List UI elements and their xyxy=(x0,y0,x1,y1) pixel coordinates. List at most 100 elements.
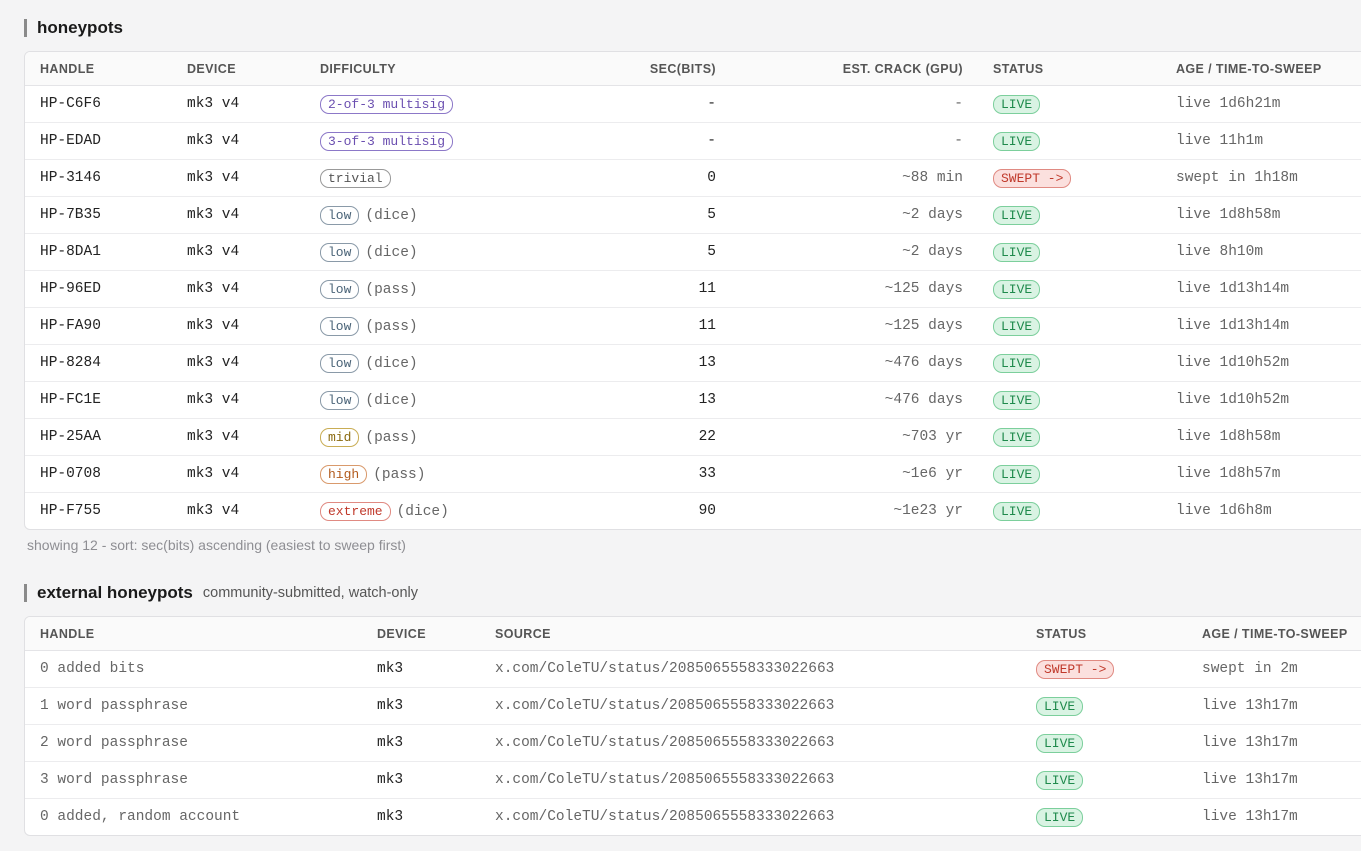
column-header-est-crack[interactable]: EST. CRACK (GPU) xyxy=(731,52,978,86)
table-row[interactable]: HP-F755 mk3 v4 extreme (dice) 90 ~1e23 yr LIVE… xyxy=(25,493,1361,530)
table-row[interactable]: HP-FC1E mk3 v4 low (dice) 13 ~476 days LIVE liv… xyxy=(25,381,1361,419)
status-badge-live: LIVE xyxy=(993,205,1041,225)
handle-cell: 0 added bits xyxy=(25,650,362,688)
column-header-age[interactable]: AGE / TIME-TO-SWEEP xyxy=(1187,617,1361,651)
status-badge-live: LIVE xyxy=(1036,733,1084,753)
sec-bits-cell: 5 xyxy=(595,196,731,234)
source-link[interactable]: x.com/ColeTU/status/2085065558333022663 xyxy=(480,724,1021,762)
device-cell: mk3 v4 xyxy=(172,344,305,382)
source-link[interactable]: x.com/ColeTU/status/2085065558333022663 xyxy=(480,761,1021,799)
column-header-handle[interactable]: HANDLE xyxy=(25,52,172,86)
column-header-handle[interactable]: HANDLE xyxy=(25,617,362,651)
age-cell: live 1d8h57m xyxy=(1161,455,1361,493)
sec-bits-cell: 13 xyxy=(595,381,731,419)
status-cell: LIVE xyxy=(1021,724,1187,762)
column-header-age[interactable]: AGE / TIME-TO-SWEEP xyxy=(1161,52,1361,86)
column-header-status[interactable]: STATUS xyxy=(978,52,1161,86)
table-row[interactable]: HP-0708 mk3 v4 high (pass) 33 ~1e6 yr LIVE live… xyxy=(25,455,1361,493)
difficulty-note: (dice) xyxy=(365,392,418,409)
status-cell: LIVE xyxy=(978,493,1161,530)
est-crack-cell: ~476 days xyxy=(731,381,978,419)
column-header-device[interactable]: DEVICE xyxy=(362,617,480,651)
est-crack-cell: ~88 min xyxy=(731,159,978,197)
source-link[interactable]: x.com/ColeTU/status/2085065558333022663 xyxy=(480,687,1021,725)
honeypots-header-row: HANDLE DEVICE DIFFICULTY SEC(BITS) EST. … xyxy=(25,52,1361,86)
table-row[interactable]: 0 added, random account mk3 x.com/ColeTU/s… xyxy=(25,799,1361,836)
status-cell: LIVE xyxy=(1021,761,1187,799)
sec-bits-cell: 33 xyxy=(595,455,731,493)
honeypots-table: HANDLE DEVICE DIFFICULTY SEC(BITS) EST. … xyxy=(25,52,1361,529)
table-row[interactable]: 0 added bits mk3 x.com/ColeTU/status/20850… xyxy=(25,650,1361,688)
sec-bits-cell: 5 xyxy=(595,233,731,271)
status-cell: LIVE xyxy=(978,196,1161,234)
handle-cell: HP-8DA1 xyxy=(25,233,172,271)
age-cell: live 1d13h14m xyxy=(1161,307,1361,345)
age-cell: live 11h1m xyxy=(1161,122,1361,160)
table-row[interactable]: HP-7B35 mk3 v4 low (dice) 5 ~2 days LIVE live 1… xyxy=(25,196,1361,234)
table-row[interactable]: 2 word passphrase mk3 x.com/ColeTU/status/… xyxy=(25,724,1361,762)
age-cell: swept in 1h18m xyxy=(1161,159,1361,197)
device-cell: mk3 xyxy=(362,761,480,799)
difficulty-cell: low (dice) xyxy=(305,196,595,234)
device-cell: mk3 v4 xyxy=(172,233,305,271)
table-row[interactable]: 1 word passphrase mk3 x.com/ColeTU/status/… xyxy=(25,687,1361,725)
device-cell: mk3 xyxy=(362,724,480,762)
difficulty-badge: extreme xyxy=(320,501,391,521)
device-cell: mk3 v4 xyxy=(172,270,305,308)
table-row[interactable]: HP-C6F6 mk3 v4 2-of-3 multisig - - LIVE live 1… xyxy=(25,85,1361,123)
est-crack-cell: ~476 days xyxy=(731,344,978,382)
column-header-sec-bits[interactable]: SEC(BITS) xyxy=(595,52,731,86)
status-badge-live: LIVE xyxy=(993,464,1041,484)
sec-bits-cell: 90 xyxy=(698,503,716,519)
status-cell: LIVE xyxy=(978,122,1161,160)
external-table-card: HANDLE DEVICE SOURCE STATUS AGE / TIME-T… xyxy=(24,616,1361,836)
column-header-source[interactable]: SOURCE xyxy=(480,617,1021,651)
age-cell: live 13h17m xyxy=(1187,687,1361,725)
difficulty-badge: low xyxy=(320,390,360,410)
handle-cell: HP-C6F6 xyxy=(25,85,172,123)
age-cell: live 1d8h58m xyxy=(1161,196,1361,234)
difficulty-cell: high (pass) xyxy=(305,455,595,493)
difficulty-note: (pass) xyxy=(365,318,418,335)
table-row[interactable]: HP-96ED mk3 v4 low (pass) 11 ~125 days LIVE liv… xyxy=(25,270,1361,308)
honeypots-section-title: honeypots xyxy=(24,18,123,37)
difficulty-cell: 2-of-3 multisig xyxy=(305,85,595,123)
difficulty-cell: extreme (dice) xyxy=(305,493,595,530)
difficulty-badge: low xyxy=(320,353,360,373)
device-cell: mk3 v4 xyxy=(172,122,305,160)
table-row[interactable]: HP-3146 mk3 v4 trivial 0 ~88 min SWEPT -> swep… xyxy=(25,159,1361,197)
difficulty-note: (dice) xyxy=(365,207,418,224)
table-row[interactable]: HP-FA90 mk3 v4 low (pass) 11 ~125 days LIVE liv… xyxy=(25,307,1361,345)
age-cell: swept in 2m xyxy=(1187,650,1361,688)
difficulty-badge: 3-of-3 multisig xyxy=(320,131,454,151)
column-header-difficulty[interactable]: DIFFICULTY xyxy=(305,52,595,86)
status-cell: LIVE xyxy=(978,85,1161,123)
source-link[interactable]: x.com/ColeTU/status/2085065558333022663 xyxy=(480,650,1021,688)
difficulty-note: (pass) xyxy=(365,429,418,446)
source-link[interactable]: x.com/ColeTU/status/2085065558333022663 xyxy=(495,809,835,825)
status-badge-live: LIVE xyxy=(993,279,1041,299)
status-badge-live: LIVE xyxy=(1036,807,1084,827)
handle-cell: HP-3146 xyxy=(25,159,172,197)
table-row[interactable]: HP-25AA mk3 v4 mid (pass) 22 ~703 yr LIVE live … xyxy=(25,418,1361,456)
table-row[interactable]: HP-EDAD mk3 v4 3-of-3 multisig - - LIVE live 1… xyxy=(25,122,1361,160)
table-row[interactable]: HP-8DA1 mk3 v4 low (dice) 5 ~2 days LIVE live 8… xyxy=(25,233,1361,271)
column-header-device[interactable]: DEVICE xyxy=(172,52,305,86)
handle-cell: HP-8284 xyxy=(25,344,172,382)
status-badge-swept[interactable]: SWEPT -> xyxy=(1036,659,1115,679)
status-cell: SWEPT -> xyxy=(1021,650,1187,688)
difficulty-cell: low (pass) xyxy=(305,270,595,308)
est-crack-cell: ~2 days xyxy=(731,196,978,234)
device-cell: mk3 v4 xyxy=(172,455,305,493)
est-crack-cell: ~1e6 yr xyxy=(731,455,978,493)
device-cell: mk3 v4 xyxy=(172,307,305,345)
status-badge-live: LIVE xyxy=(993,131,1041,151)
age-cell: live 8h10m xyxy=(1161,233,1361,271)
table-row[interactable]: 3 word passphrase mk3 x.com/ColeTU/status/… xyxy=(25,761,1361,799)
sec-bits-cell: 22 xyxy=(595,418,731,456)
device-cell: mk3 v4 xyxy=(187,503,240,519)
sec-bits-cell: - xyxy=(595,122,731,160)
column-header-status[interactable]: STATUS xyxy=(1021,617,1187,651)
status-badge-swept[interactable]: SWEPT -> xyxy=(993,168,1072,188)
table-row[interactable]: HP-8284 mk3 v4 low (dice) 13 ~476 days LIVE liv… xyxy=(25,344,1361,382)
